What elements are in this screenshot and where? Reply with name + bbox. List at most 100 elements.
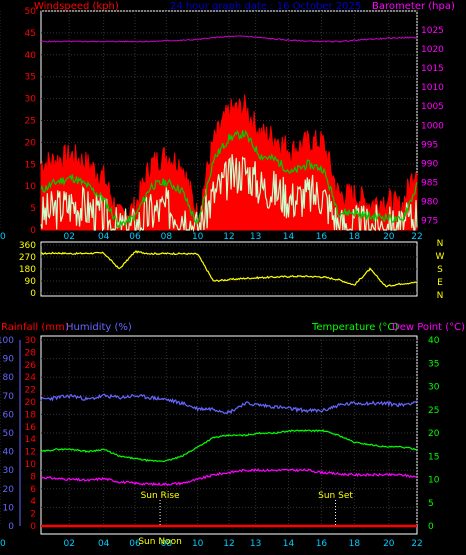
wind-x-tick-label: 12 (223, 232, 234, 242)
barometer-series (40, 35, 418, 43)
temperature-tick-label: 35 (428, 359, 439, 369)
temp-x-tick-label: 10 (192, 539, 204, 549)
direction-series (41, 249, 418, 288)
wind-axis-x: 02 04 06 08 10 12 13 14 16 18 20 22 00 (0, 232, 423, 242)
wind-tick-label: 0 (30, 226, 36, 236)
wind-grid (0, 10, 418, 231)
wind-tick-label: 45 (25, 29, 36, 39)
baro-tick-label: 980 (421, 197, 438, 207)
compass-label: N (437, 291, 444, 301)
wind-x-tick-label: 02 (63, 232, 74, 242)
wind-x-tick-label: 06 (129, 232, 141, 242)
temp-x-tick-label: 12 (223, 539, 234, 549)
wind-tick-label: 30 (25, 95, 37, 105)
wind-tick-label: 25 (25, 117, 36, 127)
wind-tick-label: 5 (30, 204, 36, 214)
humidity-tick-label: 10 (3, 503, 15, 513)
rainfall-tick-label: 0 (30, 522, 36, 532)
humidity-axis: 0 10 20 30 40 50 60 70 80 90 100 (0, 336, 21, 532)
wind-x-tick-label: 13 (250, 232, 261, 242)
rainfall-tick-label: 8 (30, 472, 36, 482)
wind-min-series (40, 154, 418, 233)
rainfall-tick-label: 18 (25, 410, 37, 420)
humidity-label: Humidity (%) (66, 322, 132, 333)
baro-tick-label: 985 (421, 178, 438, 188)
wind-axis-left: 0 5 10 15 20 25 30 35 40 45 50 (25, 7, 37, 236)
rainfall-tick-label: 6 (30, 485, 36, 495)
wind-tick-label: 10 (25, 182, 37, 192)
baro-tick-label: 1020 (421, 45, 444, 55)
humidity-tick-label: 80 (3, 373, 15, 383)
temperature-tick-label: 30 (428, 383, 440, 393)
temp-axis-x: 02 04 06 08 10 12 13 14 16 18 20 22 00 (0, 539, 423, 549)
rainfall-tick-label: 28 (25, 348, 37, 358)
temp-x-tick-label: 00 (0, 539, 6, 549)
baro-tick-label: 1000 (421, 121, 444, 131)
barometer-label: Barometer (hpa) (372, 1, 455, 12)
rainfall-tick-label: 10 (25, 460, 37, 470)
temp-x-tick-label: 06 (129, 539, 141, 549)
wind-x-tick-label: 04 (98, 232, 110, 242)
dewpoint-series (40, 468, 418, 487)
wind-x-tick-label: 16 (316, 232, 328, 242)
wind-x-tick-label: 00 (0, 232, 6, 242)
humidity-tick-label: 30 (3, 466, 15, 476)
temperature-label: Temperature (°C) (311, 322, 398, 333)
direction-tick-label: 0 (30, 289, 36, 299)
temp-x-tick-label: 08 (161, 539, 173, 549)
rainfall-tick-label: 14 (25, 435, 37, 445)
baro-tick-label: 975 (421, 216, 438, 226)
temperature-tick-label: 0 (428, 522, 434, 532)
temperature-tick-label: 25 (428, 406, 439, 416)
direction-axis-left: 0 90 180 270 360 (19, 241, 36, 299)
sun-rise-label: Sun Rise (141, 491, 180, 501)
baro-tick-label: 995 (421, 140, 438, 150)
dewpoint-label: Dew Point (°C) (392, 322, 465, 333)
rainfall-tick-label: 24 (25, 373, 37, 383)
temperature-series (40, 429, 418, 463)
direction-tick-label: 90 (25, 277, 37, 287)
baro-axis-right: 975 980 985 990 995 1000 1005 1010 1015 1020 1025 (421, 26, 444, 226)
baro-tick-label: 1015 (421, 64, 444, 74)
rainfall-tick-label: 30 (25, 336, 37, 346)
rainfall-tick-label: 4 (30, 497, 36, 507)
humidity-tick-label: 60 (3, 410, 15, 420)
wind-tick-label: 20 (25, 138, 37, 148)
humidity-tick-label: 0 (8, 522, 14, 532)
temp-x-tick-label: 22 (411, 539, 422, 549)
temp-x-tick-label: 02 (63, 539, 74, 549)
temp-x-tick-label: 04 (98, 539, 110, 549)
baro-tick-label: 1025 (421, 26, 444, 36)
temperature-tick-label: 15 (428, 452, 439, 462)
direction-panel-frame (40, 241, 418, 297)
rainfall-tick-label: 22 (25, 386, 36, 396)
graph-title: 24 hour graph date : 16 October 2025 (170, 1, 361, 12)
direction-tick-label: 360 (19, 241, 36, 251)
humidity-tick-label: 70 (3, 392, 15, 402)
wind-tick-label: 50 (25, 7, 37, 17)
temperature-tick-label: 10 (428, 476, 440, 486)
humidity-series (40, 393, 418, 415)
compass-label: E (437, 278, 443, 288)
sun-noon-label: Sun Noon (138, 537, 181, 547)
wind-x-tick-label: 22 (411, 232, 422, 242)
humidity-tick-label: 20 (3, 485, 15, 495)
temperature-tick-label: 20 (428, 429, 440, 439)
rainfall-tick-label: 16 (25, 423, 37, 433)
wind-tick-label: 40 (25, 51, 37, 61)
temp-panel: 0102030405060708090100 02468101214161820… (0, 335, 440, 549)
wind-x-tick-label: 20 (383, 232, 395, 242)
rainfall-label: Rainfall (mm) (1, 322, 69, 333)
direction-series (41, 249, 418, 288)
humidity-tick-label: 90 (3, 355, 15, 365)
humidity-tick-label: 40 (3, 448, 15, 458)
wind-x-tick-label: 18 (349, 232, 361, 242)
temperature-axis: 0 5 10 15 20 25 30 35 40 (428, 336, 440, 532)
compass-label: W (436, 252, 445, 262)
compass-label: N (437, 239, 444, 249)
wind-series (40, 35, 418, 233)
